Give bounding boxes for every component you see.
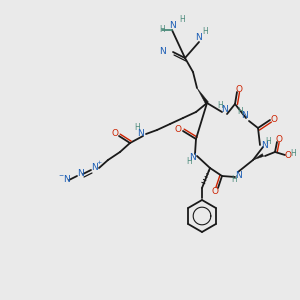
Text: N: N [91,164,98,172]
Text: N: N [241,112,248,121]
Text: H: H [179,16,185,25]
Text: N: N [76,169,83,178]
Text: O: O [275,134,283,143]
Text: O: O [175,124,182,134]
Text: N: N [136,130,143,139]
Text: N: N [190,154,196,163]
Text: N: N [169,22,176,31]
Text: H: H [231,175,237,184]
Text: N: N [160,47,167,56]
Text: N: N [220,106,227,115]
Text: H: H [186,158,192,166]
Text: H: H [159,26,165,34]
Text: H: H [265,136,271,146]
Polygon shape [197,88,208,104]
Text: −: − [58,172,64,178]
Text: O: O [284,152,292,160]
Text: O: O [212,188,218,196]
Text: N: N [261,140,267,149]
Polygon shape [253,154,264,160]
Text: O: O [236,85,242,94]
Text: N: N [235,170,242,179]
Text: H: H [237,107,243,116]
Text: H: H [202,28,208,37]
Text: O: O [271,116,278,124]
Text: O: O [112,130,118,139]
Text: H: H [134,124,140,133]
Text: H: H [217,101,223,110]
Text: +: + [96,160,102,166]
Text: N: N [63,176,69,184]
Text: H: H [290,149,296,158]
Text: N: N [196,34,202,43]
